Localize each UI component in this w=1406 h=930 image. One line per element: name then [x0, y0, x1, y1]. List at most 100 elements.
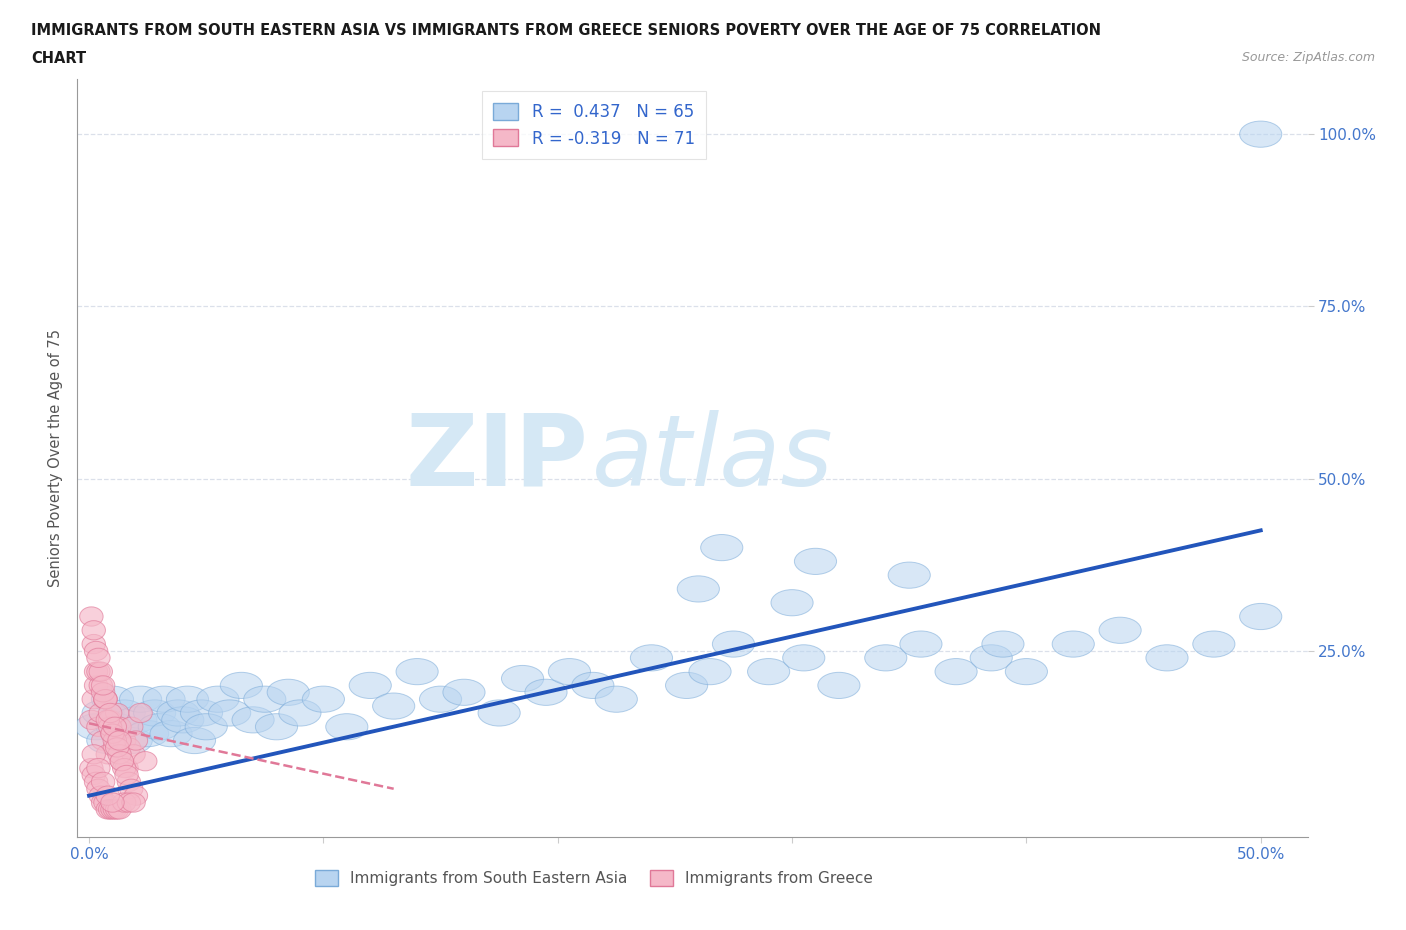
Y-axis label: Seniors Poverty Over the Age of 75: Seniors Poverty Over the Age of 75: [48, 329, 63, 587]
Ellipse shape: [84, 642, 108, 660]
Ellipse shape: [1192, 631, 1234, 658]
Ellipse shape: [108, 731, 131, 751]
Ellipse shape: [396, 658, 439, 684]
Ellipse shape: [82, 620, 105, 640]
Ellipse shape: [80, 607, 103, 626]
Ellipse shape: [87, 648, 110, 668]
Ellipse shape: [108, 745, 131, 764]
Ellipse shape: [349, 672, 391, 698]
Ellipse shape: [595, 686, 637, 712]
Ellipse shape: [865, 644, 907, 671]
Ellipse shape: [84, 662, 108, 682]
Ellipse shape: [82, 634, 105, 654]
Ellipse shape: [110, 751, 134, 771]
Ellipse shape: [783, 644, 825, 671]
Ellipse shape: [1146, 644, 1188, 671]
Ellipse shape: [98, 800, 122, 819]
Ellipse shape: [124, 786, 148, 805]
Ellipse shape: [138, 713, 180, 740]
Ellipse shape: [502, 666, 544, 692]
Ellipse shape: [572, 672, 614, 698]
Ellipse shape: [87, 717, 110, 737]
Ellipse shape: [87, 727, 129, 753]
Ellipse shape: [110, 751, 134, 771]
Ellipse shape: [278, 700, 321, 726]
Ellipse shape: [524, 679, 567, 705]
Ellipse shape: [96, 800, 120, 819]
Ellipse shape: [91, 731, 115, 751]
Ellipse shape: [373, 693, 415, 719]
Ellipse shape: [120, 686, 162, 712]
Ellipse shape: [186, 713, 228, 740]
Ellipse shape: [91, 683, 115, 702]
Text: Source: ZipAtlas.com: Source: ZipAtlas.com: [1241, 51, 1375, 64]
Ellipse shape: [89, 786, 112, 805]
Ellipse shape: [96, 786, 120, 805]
Ellipse shape: [794, 549, 837, 575]
Ellipse shape: [127, 721, 169, 747]
Ellipse shape: [630, 644, 672, 671]
Ellipse shape: [101, 724, 124, 743]
Ellipse shape: [1005, 658, 1047, 684]
Ellipse shape: [1240, 604, 1282, 630]
Ellipse shape: [1240, 121, 1282, 147]
Text: IMMIGRANTS FROM SOUTH EASTERN ASIA VS IMMIGRANTS FROM GREECE SENIORS POVERTY OVE: IMMIGRANTS FROM SOUTH EASTERN ASIA VS IM…: [31, 23, 1101, 38]
Ellipse shape: [115, 765, 138, 785]
Ellipse shape: [75, 713, 117, 740]
Ellipse shape: [94, 793, 117, 812]
Ellipse shape: [110, 727, 152, 753]
Ellipse shape: [713, 631, 755, 658]
Ellipse shape: [96, 711, 120, 729]
Ellipse shape: [96, 745, 120, 764]
Ellipse shape: [103, 717, 127, 737]
Ellipse shape: [900, 631, 942, 658]
Legend: Immigrants from South Eastern Asia, Immigrants from Greece: Immigrants from South Eastern Asia, Immi…: [307, 862, 882, 894]
Ellipse shape: [94, 689, 117, 709]
Ellipse shape: [173, 727, 215, 753]
Ellipse shape: [94, 689, 117, 709]
Ellipse shape: [326, 713, 368, 740]
Ellipse shape: [443, 679, 485, 705]
Ellipse shape: [120, 717, 143, 737]
Ellipse shape: [166, 686, 208, 712]
Ellipse shape: [770, 590, 813, 616]
Ellipse shape: [150, 721, 193, 747]
Ellipse shape: [700, 535, 742, 561]
Ellipse shape: [256, 713, 298, 740]
Text: ZIP: ZIP: [405, 409, 588, 507]
Ellipse shape: [981, 631, 1024, 658]
Ellipse shape: [103, 700, 145, 726]
Ellipse shape: [98, 703, 122, 723]
Ellipse shape: [101, 793, 124, 812]
Ellipse shape: [108, 717, 131, 737]
Ellipse shape: [197, 686, 239, 712]
Ellipse shape: [122, 745, 145, 764]
Ellipse shape: [665, 672, 707, 698]
Ellipse shape: [748, 658, 790, 684]
Ellipse shape: [94, 689, 117, 709]
Ellipse shape: [117, 772, 141, 791]
Ellipse shape: [108, 800, 131, 819]
Ellipse shape: [80, 711, 103, 729]
Ellipse shape: [122, 793, 145, 812]
Ellipse shape: [98, 711, 122, 729]
Ellipse shape: [82, 765, 105, 785]
Ellipse shape: [101, 724, 124, 743]
Ellipse shape: [117, 793, 141, 812]
Ellipse shape: [87, 759, 110, 777]
Ellipse shape: [478, 700, 520, 726]
Ellipse shape: [180, 700, 222, 726]
Ellipse shape: [302, 686, 344, 712]
Ellipse shape: [208, 700, 250, 726]
Ellipse shape: [96, 713, 138, 740]
Ellipse shape: [82, 745, 105, 764]
Ellipse shape: [84, 676, 108, 695]
Ellipse shape: [105, 800, 129, 819]
Text: atlas: atlas: [592, 409, 834, 507]
Ellipse shape: [134, 751, 157, 771]
Text: CHART: CHART: [31, 51, 86, 66]
Ellipse shape: [267, 679, 309, 705]
Ellipse shape: [134, 700, 176, 726]
Ellipse shape: [89, 676, 112, 695]
Ellipse shape: [419, 686, 461, 712]
